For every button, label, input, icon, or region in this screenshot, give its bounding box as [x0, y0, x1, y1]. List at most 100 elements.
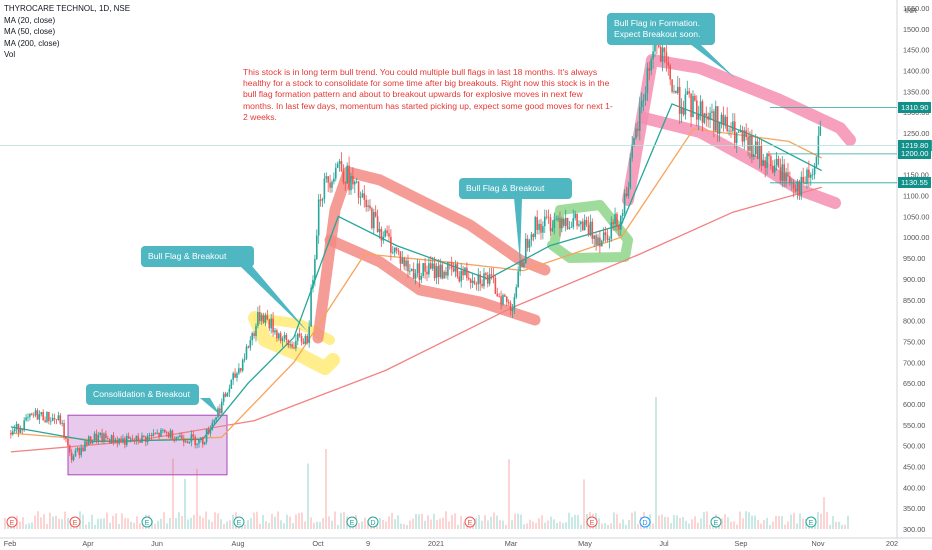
volume-bar [184, 478, 186, 529]
candle-body [462, 270, 464, 276]
candle-body [718, 122, 721, 134]
candle-body [428, 263, 430, 275]
volume-bar [508, 459, 510, 529]
candle-body [616, 213, 618, 226]
flag-highlight-1 [248, 311, 340, 375]
candle-body [504, 295, 506, 297]
candle-body [135, 435, 138, 442]
volume-bar [832, 516, 834, 529]
candle-body [562, 219, 565, 226]
candle-body [205, 428, 208, 442]
candle-body [623, 193, 626, 214]
candle-body [310, 288, 312, 327]
volume-bar [610, 523, 612, 529]
candle-body [48, 411, 50, 422]
candle-body [57, 415, 60, 421]
candle-body [329, 182, 331, 188]
candle-body [70, 452, 73, 461]
volume-bar [118, 523, 120, 529]
candle-body [15, 423, 18, 430]
candle-body [369, 205, 371, 209]
event-marker [346, 516, 358, 528]
volume-bar [757, 520, 759, 529]
volume-bar [37, 511, 39, 529]
volume-bar [838, 521, 840, 529]
candle-body [200, 437, 202, 439]
candle-body [418, 263, 421, 280]
candle-body [296, 333, 299, 341]
volume-bar [67, 518, 69, 529]
volume-bar [763, 520, 765, 529]
candle-body [523, 262, 525, 268]
price-level-tag: 1219.80 [898, 140, 932, 152]
candle-body [167, 432, 170, 438]
candle-body [285, 335, 288, 340]
candle-body [458, 276, 461, 282]
candle-body [192, 434, 195, 437]
candle-body [627, 187, 630, 197]
candle-body [536, 217, 538, 230]
flag-highlight-4-bottom [638, 112, 841, 209]
candle-body [247, 346, 250, 348]
candle-body [741, 130, 744, 142]
candle-body [707, 116, 709, 120]
candle-body [545, 216, 548, 218]
volume-bar [562, 523, 564, 529]
candle-body [492, 275, 495, 279]
volume-bar [193, 514, 195, 529]
candle-body [608, 238, 611, 241]
candle-body [152, 433, 155, 436]
y-tick-label: 300.00 [903, 525, 925, 534]
volume-bar [457, 524, 459, 529]
candle-body [593, 235, 595, 239]
candle-body [654, 39, 656, 52]
candle-body [146, 435, 149, 442]
candle-body [390, 236, 392, 253]
candle-body [127, 435, 130, 439]
candle-body [258, 311, 261, 321]
candle-body [346, 165, 348, 184]
volume-bar [343, 512, 345, 529]
candle-body [150, 435, 153, 437]
candle-body [498, 296, 500, 298]
candle-body [327, 176, 329, 183]
candle-body [403, 258, 405, 267]
volume-bar [424, 520, 426, 529]
y-tick-label: 1400.00 [903, 67, 929, 76]
y-tick-label: 1350.00 [903, 87, 929, 96]
candle-body [281, 338, 284, 341]
candle-body [298, 333, 301, 337]
price-level-tag: 1130.55 [898, 177, 931, 189]
volume-bar [820, 513, 822, 529]
candle-body [158, 432, 160, 437]
candle-body [59, 415, 62, 424]
callout-pointer-3 [514, 198, 522, 262]
candle-body [279, 333, 282, 341]
y-tick-label: 900.00 [903, 275, 925, 284]
candle-body [251, 333, 253, 341]
candle-body [272, 318, 274, 333]
candle-body [409, 270, 411, 272]
candle-body [610, 222, 613, 239]
candle-body [435, 266, 438, 279]
candle-body [665, 51, 668, 62]
candle-body [424, 263, 426, 272]
candle-body [80, 447, 82, 456]
volume-bar [4, 518, 6, 529]
volume-bar [109, 522, 111, 529]
candle-body [576, 213, 578, 226]
candle-body [743, 130, 746, 142]
volume-bar [367, 520, 369, 529]
volume-bar [127, 518, 129, 529]
volume-bar [325, 449, 327, 529]
candle-body [819, 126, 822, 136]
y-tick-label: 600.00 [903, 400, 925, 409]
volume-bar [316, 521, 318, 529]
y-tick-label: 1500.00 [903, 25, 929, 34]
candle-body [171, 430, 174, 441]
y-tick-label: 1250.00 [903, 129, 929, 138]
candle-body [663, 47, 666, 52]
volume-bar [283, 523, 285, 529]
volume-bar [604, 523, 606, 529]
